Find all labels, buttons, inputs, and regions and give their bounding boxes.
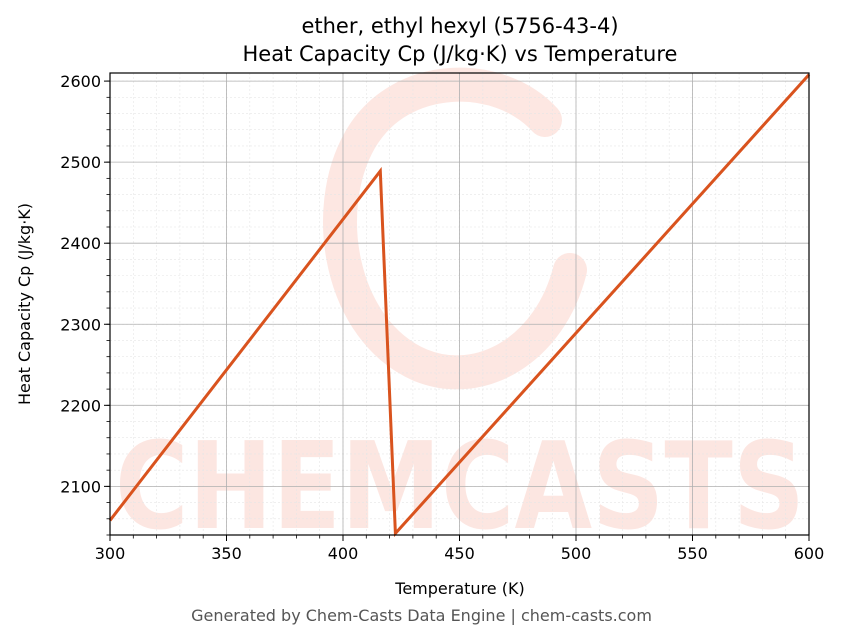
x-tick-label: 400 — [328, 544, 359, 563]
footer-credit: Generated by Chem-Casts Data Engine | ch… — [191, 606, 652, 625]
x-axis-label: Temperature (K) — [394, 579, 524, 598]
x-tick-label: 500 — [561, 544, 592, 563]
watermark: CHEMCASTS — [115, 67, 805, 557]
x-tick-label: 350 — [211, 544, 242, 563]
chart-subtitle: Heat Capacity Cp (J/kg·K) vs Temperature — [243, 42, 678, 66]
y-tick-label: 2300 — [60, 315, 101, 334]
y-tick-label: 2600 — [60, 72, 101, 91]
y-tick-label: 2400 — [60, 234, 101, 253]
watermark-swirl-icon — [323, 67, 587, 390]
x-tick-label: 600 — [794, 544, 825, 563]
series-layer — [108, 73, 811, 538]
axis-ticks: 300 350 400 450 500 550 600 2100 2200 2300 2400 250… — [60, 72, 824, 563]
y-tick-label: 2500 — [60, 153, 101, 172]
x-tick-label: 450 — [444, 544, 475, 563]
x-tick-label: 550 — [677, 544, 708, 563]
y-tick-label: 2200 — [60, 396, 101, 415]
series-line — [108, 73, 811, 538]
x-tick-label: 300 — [95, 544, 126, 563]
watermark-text: CHEMCASTS — [115, 418, 805, 557]
y-axis-label: Heat Capacity Cp (J/kg·K) — [15, 203, 34, 405]
chart-title: ether, ethyl hexyl (5756-43-4) — [301, 14, 618, 38]
y-tick-label: 2100 — [60, 477, 101, 496]
